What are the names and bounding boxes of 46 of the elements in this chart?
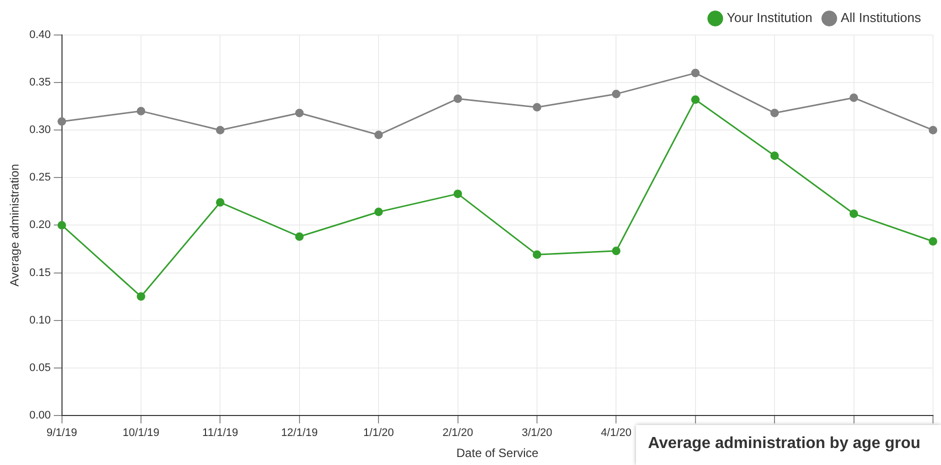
- point: [216, 198, 224, 207]
- point: [532, 250, 542, 259]
- point: [58, 117, 66, 126]
- y-tick-label: 0.10: [29, 314, 51, 326]
- point: [928, 126, 938, 134]
- text: Average administration by age grou: [636, 425, 941, 465]
- y-tick-label: 0.35: [29, 76, 51, 89]
- point: [374, 208, 383, 216]
- point: [136, 106, 146, 116]
- point: [928, 237, 938, 246]
- y-tick-label: 0.15: [29, 266, 51, 279]
- legend-label: All Institutions: [840, 10, 922, 26]
- point: [850, 94, 858, 102]
- y-tick-label: 0.05: [29, 362, 51, 374]
- point: [612, 90, 620, 98]
- point: [136, 292, 146, 301]
- y-axis-title: Average administration: [8, 164, 22, 286]
- point: [770, 152, 779, 160]
- y-tick-label: 0.25: [29, 172, 51, 184]
- point: [612, 246, 620, 256]
- point: [850, 210, 858, 218]
- x-tick-label: 1/1/20: [363, 427, 394, 440]
- y-tick-label: 0.40: [29, 29, 51, 42]
- point: [374, 130, 383, 140]
- point: [216, 126, 224, 134]
- legend-label: Your Institution: [726, 10, 812, 26]
- point: [295, 232, 304, 241]
- point: [295, 108, 304, 118]
- point: [58, 220, 66, 230]
- point: [532, 103, 542, 112]
- point: [691, 68, 700, 78]
- y-tick-label: 0.00: [29, 409, 51, 422]
- x-tick-label: 4/1/20: [600, 427, 632, 440]
- x-tick-label: 2/1/20: [442, 427, 474, 440]
- point: [770, 108, 779, 118]
- point: [454, 190, 462, 198]
- x-tick-label: 3/1/20: [522, 427, 552, 440]
- x-axis-title: Date of Service: [456, 446, 539, 460]
- point: [691, 95, 700, 104]
- x-tick-label: 11/1/19: [202, 427, 238, 440]
- x-tick-label: 10/1/19: [122, 427, 160, 440]
- y-tick-label: 0.20: [29, 219, 51, 232]
- point: [454, 94, 462, 103]
- y-tick-label: 0.30: [29, 124, 51, 136]
- x-tick-label: 9/1/19: [46, 427, 78, 440]
- x-tick-label: 12/1/19: [281, 427, 318, 440]
